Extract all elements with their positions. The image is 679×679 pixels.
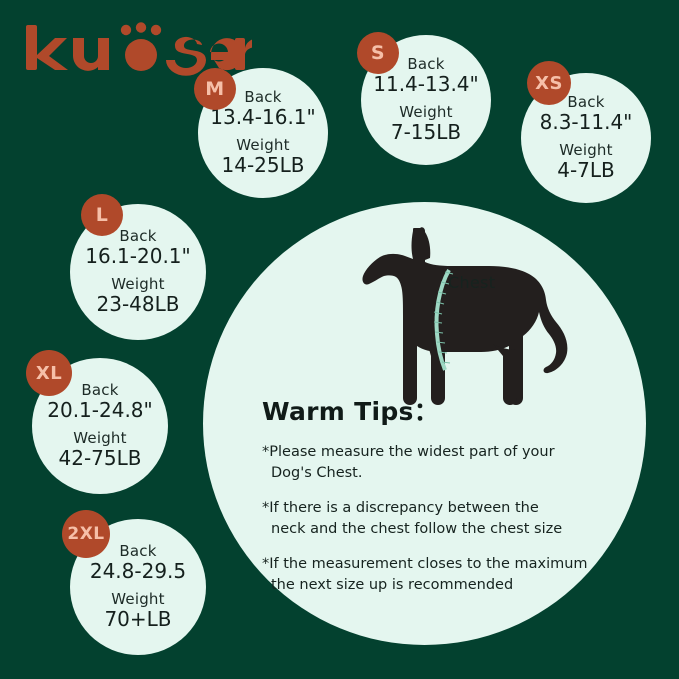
weight-label: Weight: [111, 275, 165, 293]
warm-tip-line2: Dog's Chest.: [271, 464, 363, 481]
weight-value: 42-75LB: [58, 445, 142, 470]
back-value: 24.8-29.5: [89, 558, 187, 583]
size-badge-l[interactable]: L: [81, 194, 123, 236]
warm-tip-line2: the next size up is recommended: [271, 576, 514, 593]
chest-measuring-tape: [433, 269, 454, 371]
back-label: Back: [81, 380, 119, 399]
back-label: Back: [407, 54, 445, 73]
weight-label: Weight: [399, 103, 453, 121]
warm-tip-item: *If the measurement closes to the maximu…: [262, 554, 612, 595]
chest-label: Chest: [448, 273, 496, 292]
size-bubble-2xl[interactable]: Back 24.8-29.5 Weight 70+LB: [70, 519, 206, 655]
warm-tip-line1: *If the measurement closes to the maximu…: [262, 556, 588, 573]
back-label: Back: [119, 226, 157, 245]
warm-tips-block: Warm Tips： *Please measure the widest pa…: [262, 392, 612, 610]
weight-value: 70+LB: [104, 606, 172, 631]
warm-tip-line1: *Please measure the widest part of your: [262, 444, 555, 460]
warm-tips-title: Warm Tips：: [262, 397, 440, 426]
back-value: 16.1-20.1": [85, 243, 191, 268]
warm-tip-line2: neck and the chest follow the chest size: [271, 520, 563, 537]
weight-value: 23-48LB: [96, 291, 180, 316]
back-label: Back: [119, 541, 157, 560]
weight-label: Weight: [559, 141, 613, 159]
back-value: 20.1-24.8": [47, 397, 153, 422]
dog-silhouette-illustration: [362, 227, 568, 405]
weight-value: 4-7LB: [557, 157, 615, 182]
back-value: 11.4-13.4": [373, 71, 479, 96]
warm-tip-item: *If there is a discrepancy between the n…: [262, 498, 612, 539]
weight-label: Weight: [73, 429, 127, 447]
brand-logo: kuoser: [22, 22, 252, 84]
size-badge-2xl[interactable]: 2XL: [62, 510, 110, 558]
size-badge-xs[interactable]: XS: [527, 61, 571, 105]
warm-tip-item: *Please measure the widest part of your …: [262, 442, 612, 483]
size-badge-m[interactable]: M: [194, 68, 236, 110]
weight-value: 7-15LB: [390, 119, 462, 144]
weight-value: 14-25LB: [221, 152, 305, 177]
size-bubble-xl[interactable]: Back 20.1-24.8" Weight 42-75LB: [32, 358, 168, 494]
weight-label: Weight: [111, 590, 165, 608]
warm-tip-line1: *If there is a discrepancy between the: [262, 500, 539, 517]
kuoser-logo-icon: [26, 22, 252, 76]
back-value: 13.4-16.1": [210, 104, 316, 129]
back-label: Back: [567, 92, 605, 111]
back-label: Back: [244, 87, 282, 106]
size-badge-xl[interactable]: XL: [26, 350, 72, 396]
size-badge-s[interactable]: S: [357, 32, 399, 74]
back-value: 8.3-11.4": [539, 109, 633, 134]
weight-label: Weight: [236, 136, 290, 154]
